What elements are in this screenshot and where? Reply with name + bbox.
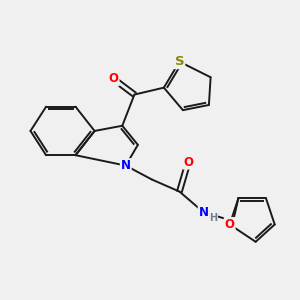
Text: O: O: [109, 73, 118, 85]
Text: H: H: [209, 212, 217, 223]
Text: N: N: [199, 206, 209, 219]
Text: S: S: [175, 55, 184, 68]
Text: N: N: [121, 159, 131, 172]
Text: O: O: [225, 218, 235, 231]
Text: O: O: [183, 156, 193, 169]
